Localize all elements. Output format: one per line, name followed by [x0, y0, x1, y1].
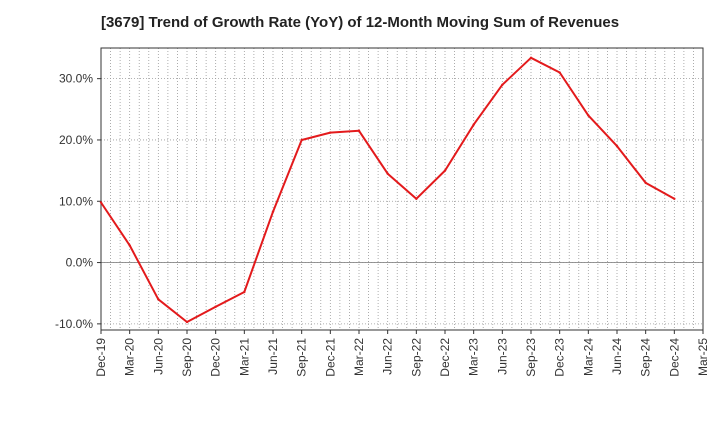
plot-border: [100, 47, 704, 331]
chart-title: [3679] Trend of Growth Rate (YoY) of 12-…: [100, 14, 620, 31]
data-point: [644, 181, 647, 185]
x-tick-label: Mar-25: [696, 338, 710, 376]
data-point: [271, 210, 275, 213]
data-point: [329, 131, 332, 134]
data-point: [243, 290, 246, 294]
y-tick-labels: -10.0% 0.0% 10.0% 20.0% 30.0%: [55, 72, 93, 331]
axes: [97, 47, 704, 334]
series-layer: [99, 56, 676, 324]
x-tick-label: Jun-20: [151, 338, 165, 375]
x-tick-label: Dec-22: [438, 338, 452, 377]
x-tick-label: Dec-20: [209, 338, 223, 377]
x-tick-label: Mar-22: [352, 338, 366, 376]
grid: [101, 48, 703, 330]
x-tick-label: Jun-23: [495, 338, 509, 375]
x-tick-label: Dec-21: [323, 338, 337, 377]
x-tick-label: Jun-24: [610, 338, 624, 375]
data-point: [472, 123, 475, 126]
y-tick-label: 20.0%: [59, 133, 93, 147]
data-point: [415, 197, 418, 201]
x-tick-label: Mar-24: [581, 338, 595, 376]
data-point: [300, 138, 303, 142]
x-tick-label: Jun-22: [381, 338, 395, 375]
data-point: [529, 56, 533, 60]
x-tick-label: Mar-23: [467, 338, 481, 376]
data-point: [501, 83, 504, 86]
x-tick-label: Mar-20: [123, 338, 137, 376]
x-tick-label: Dec-19: [94, 338, 108, 377]
data-point: [443, 169, 447, 172]
y-tick-label: -10.0%: [55, 317, 93, 331]
x-tick-label: Sep-24: [639, 338, 653, 377]
x-tick-label: Sep-23: [524, 338, 538, 377]
x-tick-labels: Dec-19 Mar-20 Jun-20 Sep-20 Dec-20 Mar-21 Jun-…: [94, 338, 710, 377]
data-point: [386, 172, 389, 175]
data-point: [128, 244, 131, 247]
data-point: [357, 129, 361, 132]
x-tick-label: Jun-21: [266, 338, 280, 375]
y-tick-label: 30.0%: [59, 72, 93, 86]
y-tick-label: 0.0%: [66, 256, 94, 270]
x-tick-label: Dec-23: [553, 338, 567, 377]
x-tick-label: Mar-21: [237, 338, 251, 376]
data-point: [615, 144, 619, 148]
x-tick-label: Sep-20: [180, 338, 194, 377]
data-point: [587, 114, 590, 117]
data-point: [214, 305, 217, 308]
x-tick-label: Dec-24: [667, 338, 681, 377]
data-point: [157, 298, 160, 301]
x-tick-label: Sep-21: [295, 338, 309, 377]
data-point: [99, 201, 103, 204]
y-tick-label: 10.0%: [59, 194, 93, 208]
x-tick-label: Sep-22: [409, 338, 423, 377]
data-point: [558, 71, 561, 74]
data-point: [673, 197, 676, 201]
data-point: [185, 320, 189, 324]
